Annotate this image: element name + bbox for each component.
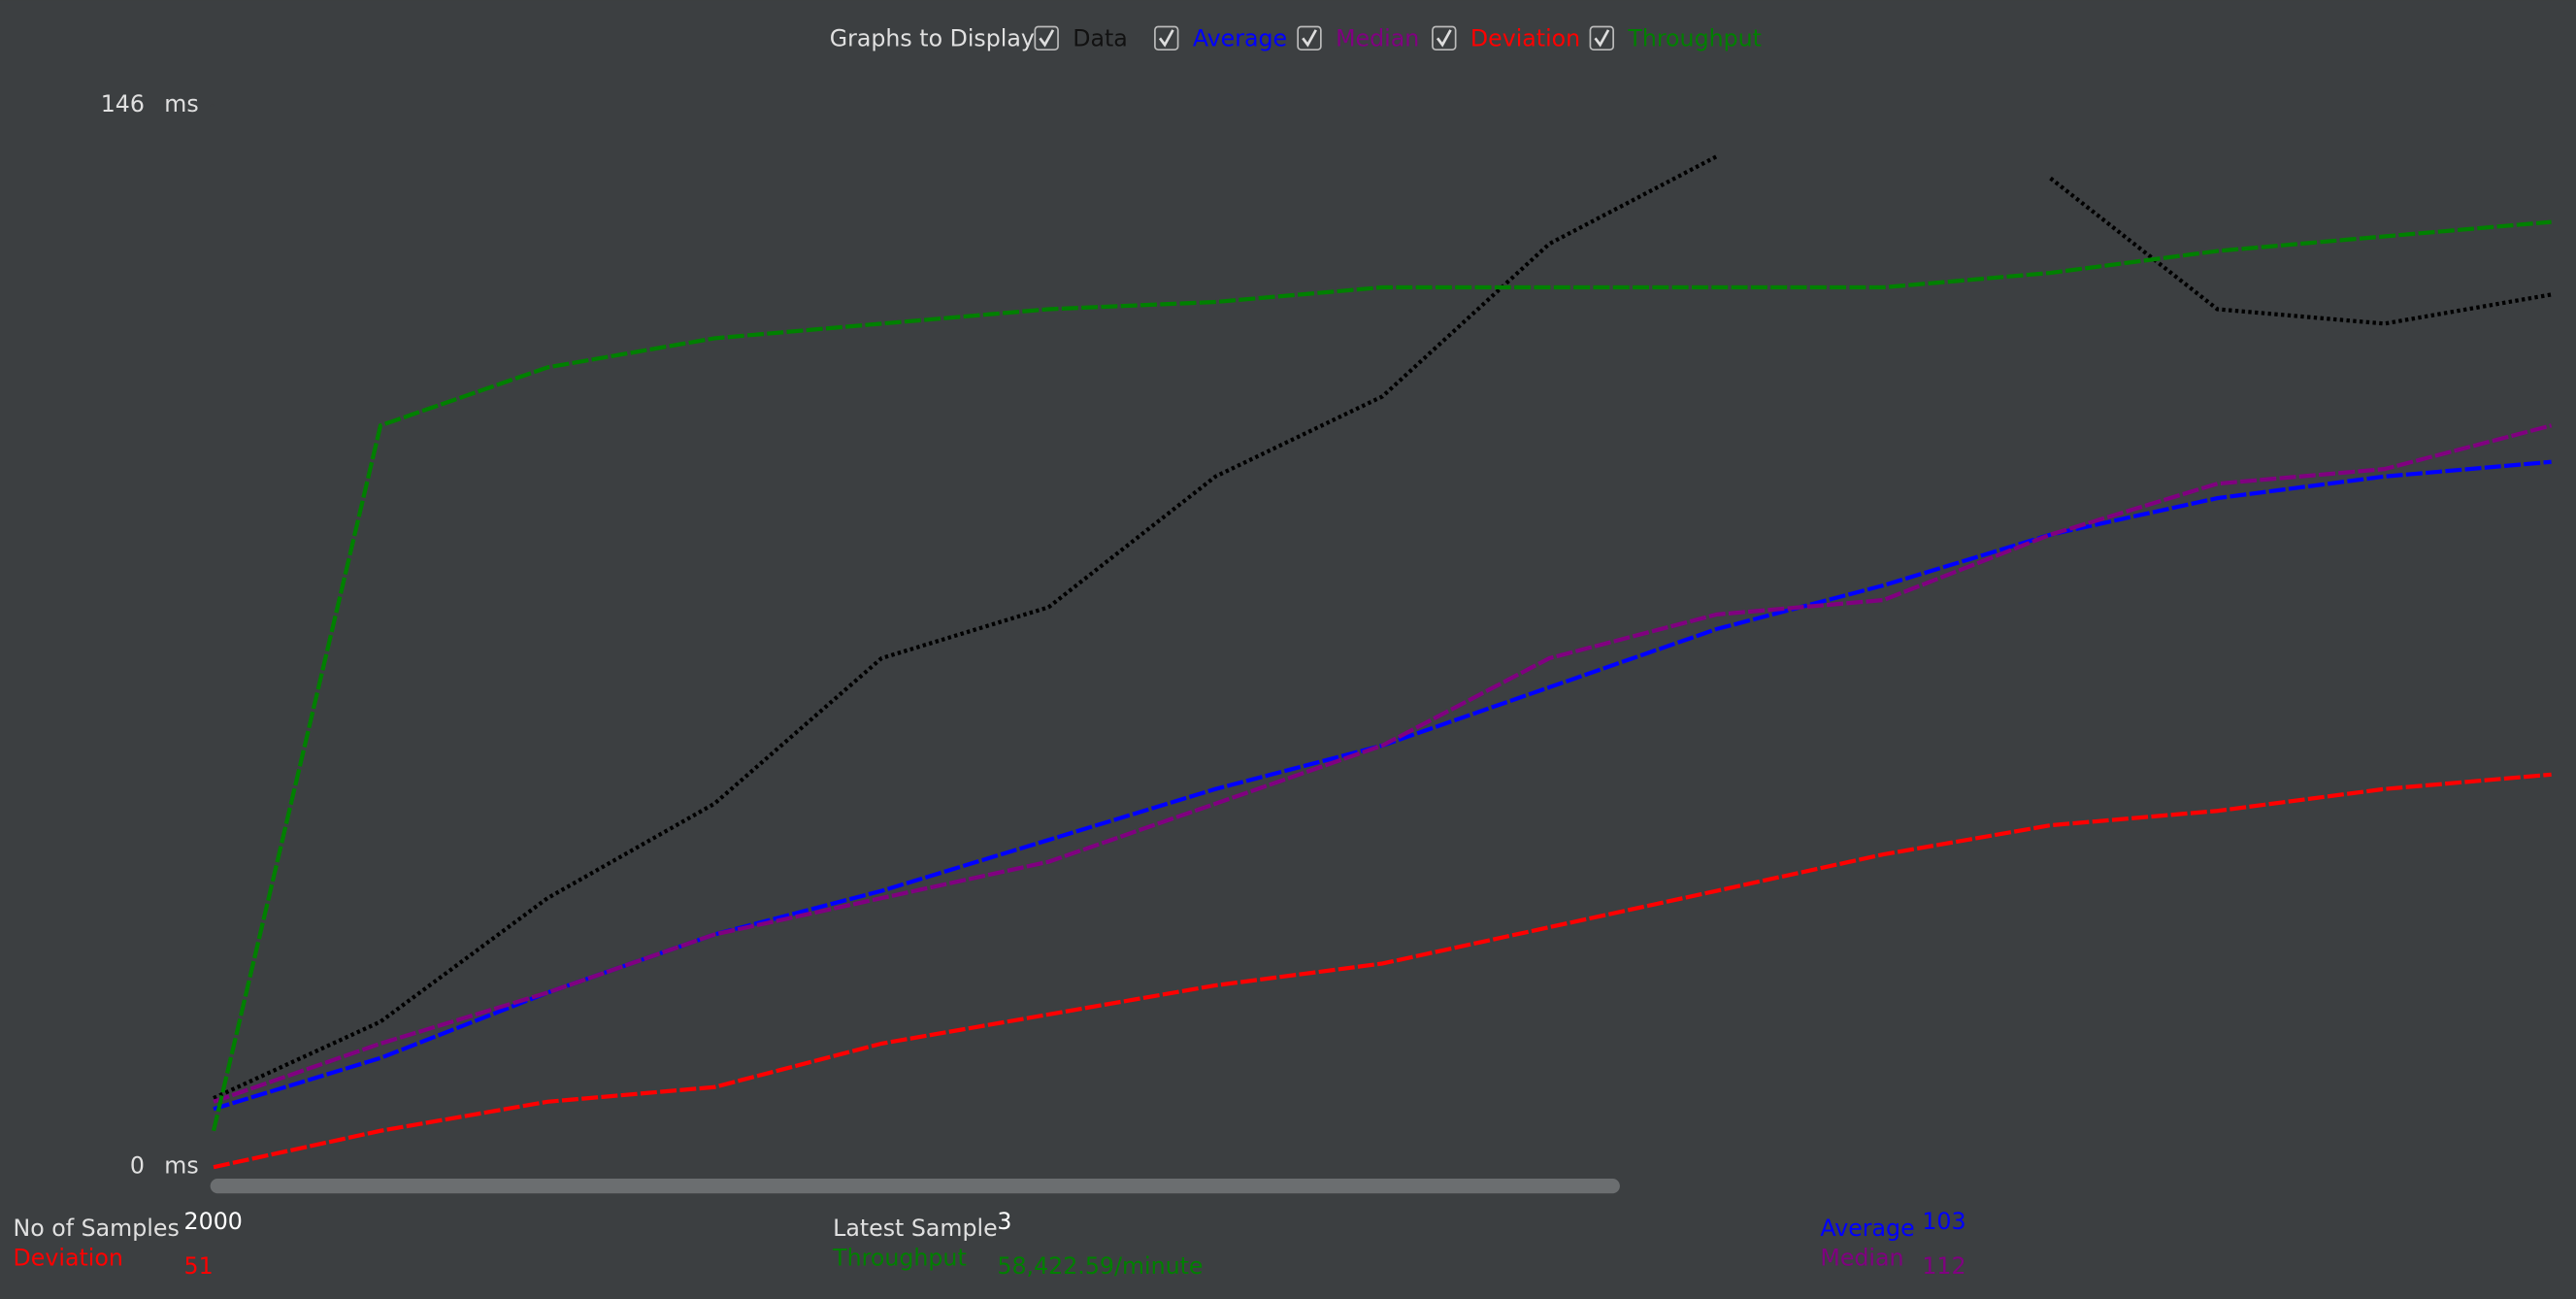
y-unit: ms (164, 1152, 198, 1180)
series-line (213, 423, 2553, 1104)
throughput-label: Throughput (832, 1244, 967, 1271)
throughput-value: 58,422.59/minute (997, 1252, 1203, 1280)
samples-value: 2000 (184, 1208, 243, 1235)
y-unit: ms (164, 90, 198, 117)
deviation-label: Deviation (14, 1244, 123, 1271)
median-label: Median (1820, 1244, 1903, 1271)
checkbox[interactable] (1432, 25, 1457, 51)
y-tick-label: 146 (101, 90, 145, 117)
checkbox-label: Average (1193, 25, 1287, 52)
average-value: 103 (1922, 1208, 1965, 1235)
latest-value: 3 (997, 1208, 1011, 1235)
checkbox[interactable] (1297, 25, 1322, 51)
samples-label: No of Samples (14, 1215, 180, 1242)
latest-label: Latest Sample (833, 1215, 998, 1242)
checkmark[interactable] (1594, 29, 1610, 48)
scrollbar[interactable] (210, 1179, 1620, 1194)
series-line (211, 219, 2552, 1132)
checkbox[interactable] (1034, 25, 1059, 51)
checkbox-label: Data (1073, 25, 1128, 52)
controls-label: Graphs to Display (830, 25, 1035, 52)
checkbox[interactable] (1589, 25, 1614, 51)
checkbox-label: Median (1336, 25, 1419, 52)
series-line (213, 154, 2552, 1101)
checkbox[interactable] (1154, 25, 1179, 51)
checkbox-label: Deviation (1470, 25, 1580, 52)
y-tick-label: 0 (130, 1152, 145, 1180)
checkbox-label: Throughput (1627, 25, 1762, 52)
median-value: 112 (1922, 1252, 1965, 1280)
checkmark[interactable] (1158, 29, 1174, 48)
checkmark[interactable] (1302, 29, 1317, 48)
checkmark[interactable] (1436, 29, 1452, 48)
deviation-value: 51 (184, 1252, 214, 1280)
checkmark[interactable] (1039, 29, 1055, 48)
average-label: Average (1820, 1215, 1914, 1242)
series-line (213, 772, 2552, 1170)
